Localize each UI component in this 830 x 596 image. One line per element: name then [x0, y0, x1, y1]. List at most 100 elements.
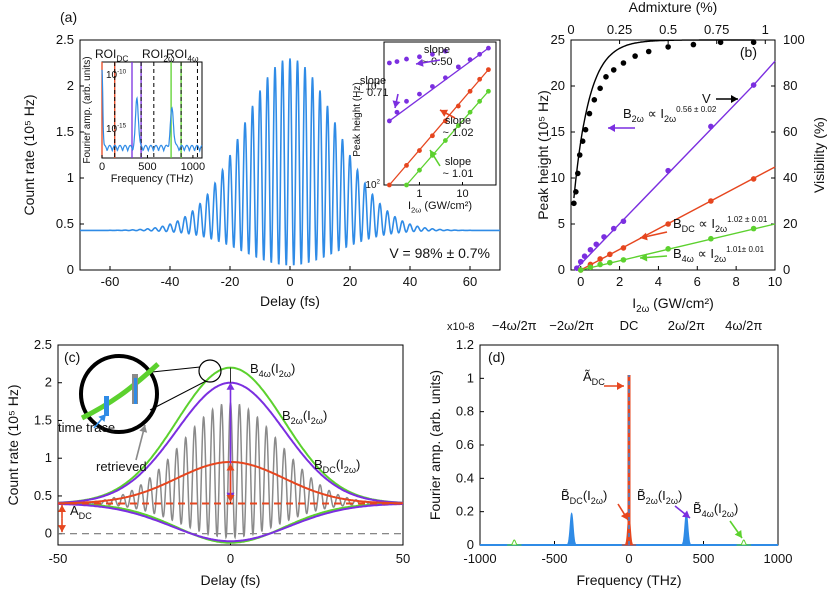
data-point [430, 84, 435, 89]
y-tick-label: 2 [45, 375, 52, 390]
text-part: 2ω [666, 496, 678, 506]
x-tick-label: 60 [463, 274, 477, 289]
b2w-arrow-head [682, 510, 690, 518]
bdc-arrow-up-head [226, 463, 235, 471]
y-tick-label: 1 [67, 170, 74, 185]
data-point [394, 59, 400, 65]
y-tick-label: 2.5 [56, 32, 74, 47]
data-point [386, 182, 392, 188]
text-part: 2ω [632, 114, 644, 124]
text-part: 1.02 ± 0.01 [727, 215, 768, 224]
text-part: 4 [377, 80, 381, 87]
y-tick-label: 1 [467, 370, 474, 385]
text-part: 2ω [714, 254, 726, 264]
x2-tick-label: 0.25 [607, 22, 632, 37]
visibility-point [632, 53, 638, 59]
y-axis-label: Count rate (10⁵ Hz) [21, 95, 37, 216]
data-point [442, 48, 448, 54]
visibility-point [591, 97, 598, 103]
visibility-point [620, 60, 627, 66]
data-point [620, 218, 627, 225]
text-part: (I [271, 361, 279, 376]
x2-tick-label: 0 [567, 22, 574, 37]
x-tick-label: -500 [541, 551, 567, 566]
data-point [577, 258, 584, 265]
data-point [386, 118, 392, 124]
visibility-point [603, 74, 609, 80]
slope-value: ~ 0.50 [422, 56, 453, 68]
fourier-spectrum-series [101, 69, 203, 153]
y-tick-label: 0 [558, 262, 565, 277]
panel-d-label: (d) [488, 349, 505, 365]
data-point [442, 138, 448, 143]
x-tick-label: -50 [49, 551, 68, 566]
x-axis-label: Delay (fs) [260, 293, 320, 309]
zoom-source-circle [198, 359, 222, 383]
inset-y-axis-label: Fourier amp. (arb. units) [82, 56, 93, 163]
data-point [486, 45, 491, 51]
x-tick-label: 6 [694, 274, 701, 289]
top-frequency-label: −2ω/2π [549, 318, 594, 333]
text-part: -15 [117, 123, 127, 130]
slope-label: slope [424, 44, 450, 56]
data-point [430, 133, 435, 139]
time-trace-arrow-head [98, 414, 106, 422]
visibility-point [750, 39, 757, 46]
bdc-law-label: BDC ∝ I2ω1.02 ± 0.01 [673, 215, 768, 234]
text-part: (I [336, 457, 344, 472]
data-point [486, 67, 491, 73]
text-part: ) [356, 457, 360, 472]
y2-axis-label: Visibility (%) [811, 117, 827, 193]
data-point [477, 76, 483, 82]
data-point [417, 148, 422, 153]
x2-axis-label: Admixture (%) [629, 0, 718, 15]
b4w-label: B̃4ω(I2ω) [693, 501, 738, 519]
y-tick-label: 0 [467, 537, 474, 552]
b4w-fit-line [580, 223, 776, 271]
text-part: (I [583, 488, 591, 503]
y-tick-label: 1.5 [56, 124, 74, 139]
v-label: V [702, 91, 711, 106]
data-point [587, 246, 594, 253]
text-part: DC [79, 511, 93, 521]
x-axis-label: I2ω (GW/cm²) [632, 295, 714, 315]
x-tick-label: 0 [577, 274, 584, 289]
data-point [477, 98, 483, 104]
x-tick-label: 0 [227, 551, 234, 566]
y-tick-label: 15 [551, 124, 565, 139]
slope-value: ~ 1.02 [443, 127, 474, 139]
y2-tick-label: 80 [783, 78, 797, 93]
slope-label: slope [360, 75, 386, 87]
text-part: (GW/cm²) [421, 200, 472, 212]
data-point [477, 51, 483, 57]
top-frequency-label: −4ω/2π [492, 318, 537, 333]
data-point [486, 88, 491, 94]
adc-label: ADC [70, 503, 92, 521]
data-point [455, 64, 461, 70]
inset-x-tick-label: 10 [456, 188, 468, 200]
visibility-annotation: V = 98% ± 0.7% [389, 245, 490, 261]
b4w-envelope-upper [58, 366, 403, 504]
slope-value: ~ 1.01 [443, 168, 474, 180]
b4w-envelope-lower [58, 502, 403, 544]
visibility-point [690, 41, 697, 48]
visibility-point [645, 48, 652, 55]
x-tick-label: 2 [616, 274, 623, 289]
top-frequency-label: DC [620, 318, 639, 333]
b2w-arrow-head [608, 124, 615, 132]
slope-arrow-head [430, 150, 438, 159]
bdc-arrow-down-head [226, 494, 235, 502]
inset-x-axis-label: I2ω (GW/cm²) [408, 200, 472, 214]
y-tick-label: 10 [551, 170, 565, 185]
text-part: 1.01± 0.01 [726, 245, 764, 254]
data-point [708, 198, 714, 204]
slope-arrow-head [392, 100, 401, 108]
text-part: I [408, 200, 411, 212]
text-part: 10 [365, 81, 377, 92]
text-part: ∝ I [644, 106, 664, 121]
y2-tick-label: 20 [783, 216, 797, 231]
zoom-trace-bar [134, 378, 137, 404]
roi-label: ROI4ω [166, 47, 199, 64]
visibility-point [571, 200, 577, 207]
x2-tick-label: 1 [762, 22, 769, 37]
